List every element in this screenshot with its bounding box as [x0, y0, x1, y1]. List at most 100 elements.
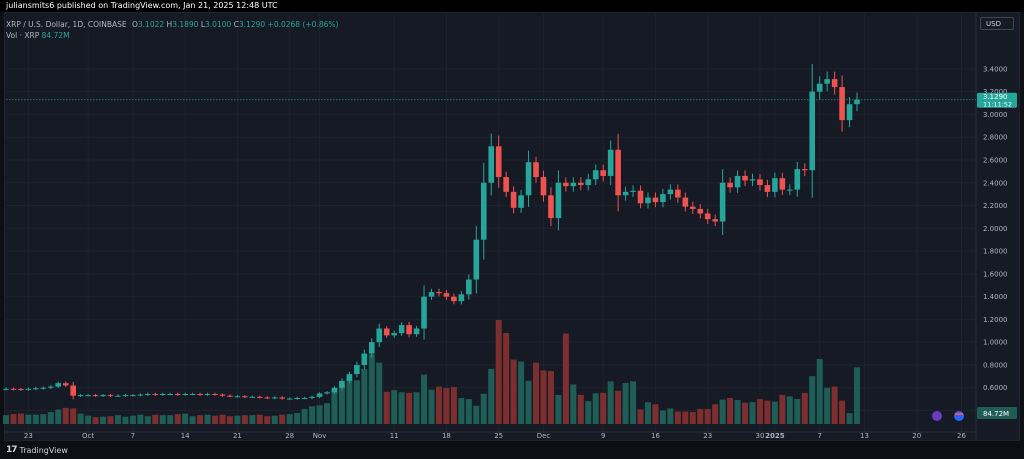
candle-body[interactable]	[398, 325, 405, 334]
candle-body[interactable]	[286, 398, 293, 400]
candle-body[interactable]	[47, 386, 54, 388]
candle-body[interactable]	[354, 364, 360, 375]
candle-body[interactable]	[62, 383, 69, 386]
candle-body[interactable]	[413, 328, 420, 335]
candle-body[interactable]	[831, 79, 838, 88]
currency-button[interactable]: USD	[980, 17, 1014, 30]
candle-body[interactable]	[518, 195, 524, 208]
candle-body[interactable]	[406, 325, 412, 335]
candle-body[interactable]	[675, 189, 681, 198]
candle-body[interactable]	[772, 178, 778, 192]
candle-body[interactable]	[570, 182, 577, 187]
candle-body[interactable]	[428, 292, 435, 297]
candle-body[interactable]	[600, 170, 606, 176]
candle-body[interactable]	[660, 194, 666, 203]
candle-body[interactable]	[645, 197, 651, 204]
candle-body[interactable]	[742, 175, 748, 181]
us-flag-icon[interactable]	[954, 411, 964, 421]
candle-body[interactable]	[630, 190, 636, 192]
candle-body[interactable]	[787, 189, 793, 191]
candle-body[interactable]	[100, 395, 106, 397]
candle-body[interactable]	[249, 396, 256, 398]
candle-body[interactable]	[219, 394, 226, 396]
candle-body[interactable]	[271, 397, 278, 399]
candle-body[interactable]	[376, 328, 383, 343]
candle-body[interactable]	[383, 328, 390, 336]
candle-body[interactable]	[839, 87, 845, 121]
candle-body[interactable]	[25, 388, 32, 390]
candle-body[interactable]	[174, 393, 181, 395]
candle-body[interactable]	[421, 296, 427, 329]
candle-body[interactable]	[346, 374, 353, 381]
candle-body[interactable]	[712, 219, 718, 222]
candle-body[interactable]	[779, 178, 786, 190]
candle-body[interactable]	[309, 396, 315, 398]
candle-body[interactable]	[331, 387, 338, 393]
candle-body[interactable]	[488, 146, 495, 183]
candle-body[interactable]	[734, 175, 741, 188]
candle-body[interactable]	[443, 293, 450, 297]
candle-body[interactable]	[107, 395, 114, 397]
candle-body[interactable]	[533, 162, 539, 178]
candle-body[interactable]	[77, 395, 84, 397]
candle-body[interactable]	[40, 387, 47, 389]
candle-body[interactable]	[33, 388, 39, 390]
candle-body[interactable]	[816, 83, 823, 92]
candle-body[interactable]	[585, 179, 592, 186]
candle-body[interactable]	[727, 182, 733, 188]
candle-body[interactable]	[55, 383, 62, 387]
candle-body[interactable]	[3, 388, 9, 390]
candle-body[interactable]	[257, 396, 263, 398]
candle-body[interactable]	[391, 333, 397, 336]
candle-body[interactable]	[145, 393, 151, 395]
candle-body[interactable]	[548, 195, 554, 219]
candle-body[interactable]	[339, 380, 345, 388]
candle-body[interactable]	[592, 170, 599, 180]
candle-body[interactable]	[368, 342, 375, 354]
candle-body[interactable]	[212, 393, 218, 395]
candle-body[interactable]	[749, 179, 756, 181]
candle-body[interactable]	[294, 397, 300, 399]
candle-body[interactable]	[689, 206, 696, 209]
candle-body[interactable]	[854, 99, 860, 105]
candle-body[interactable]	[652, 197, 659, 203]
candle-body[interactable]	[10, 388, 17, 390]
candle-body[interactable]	[525, 162, 532, 196]
candle-body[interactable]	[555, 182, 562, 219]
candle-body[interactable]	[503, 177, 509, 192]
candle-body[interactable]	[458, 294, 465, 302]
candle-body[interactable]	[324, 392, 330, 394]
candle-body[interactable]	[18, 389, 24, 391]
candle-body[interactable]	[130, 395, 136, 397]
candle-body[interactable]	[607, 149, 614, 176]
candle-body[interactable]	[667, 189, 674, 195]
candle-body[interactable]	[115, 395, 121, 397]
candle-body[interactable]	[510, 191, 517, 208]
candle-body[interactable]	[264, 397, 271, 399]
candle-body[interactable]	[466, 279, 472, 295]
candle-body[interactable]	[697, 208, 704, 214]
candle-body[interactable]	[436, 292, 442, 294]
candle-body[interactable]	[137, 394, 144, 396]
candle-body[interactable]	[451, 296, 457, 302]
candle-body[interactable]	[152, 393, 159, 395]
candle-body[interactable]	[316, 393, 323, 397]
candle-body[interactable]	[301, 397, 308, 399]
candle-body[interactable]	[70, 385, 76, 396]
candle-body[interactable]	[824, 79, 830, 84]
candle-body[interactable]	[622, 191, 629, 196]
candle-body[interactable]	[189, 393, 196, 395]
candle-body[interactable]	[234, 396, 241, 398]
candle-body[interactable]	[204, 393, 211, 395]
candle-body[interactable]	[122, 395, 129, 397]
candle-body[interactable]	[182, 393, 188, 395]
tradingview-logo[interactable]: 17 TradingView	[6, 445, 68, 455]
candle-body[interactable]	[682, 197, 689, 207]
candle-body[interactable]	[846, 104, 853, 121]
candle-body[interactable]	[92, 395, 99, 397]
candle-body[interactable]	[794, 169, 801, 190]
candle-body[interactable]	[540, 177, 547, 196]
candle-body[interactable]	[809, 91, 816, 171]
candle-body[interactable]	[757, 179, 763, 186]
